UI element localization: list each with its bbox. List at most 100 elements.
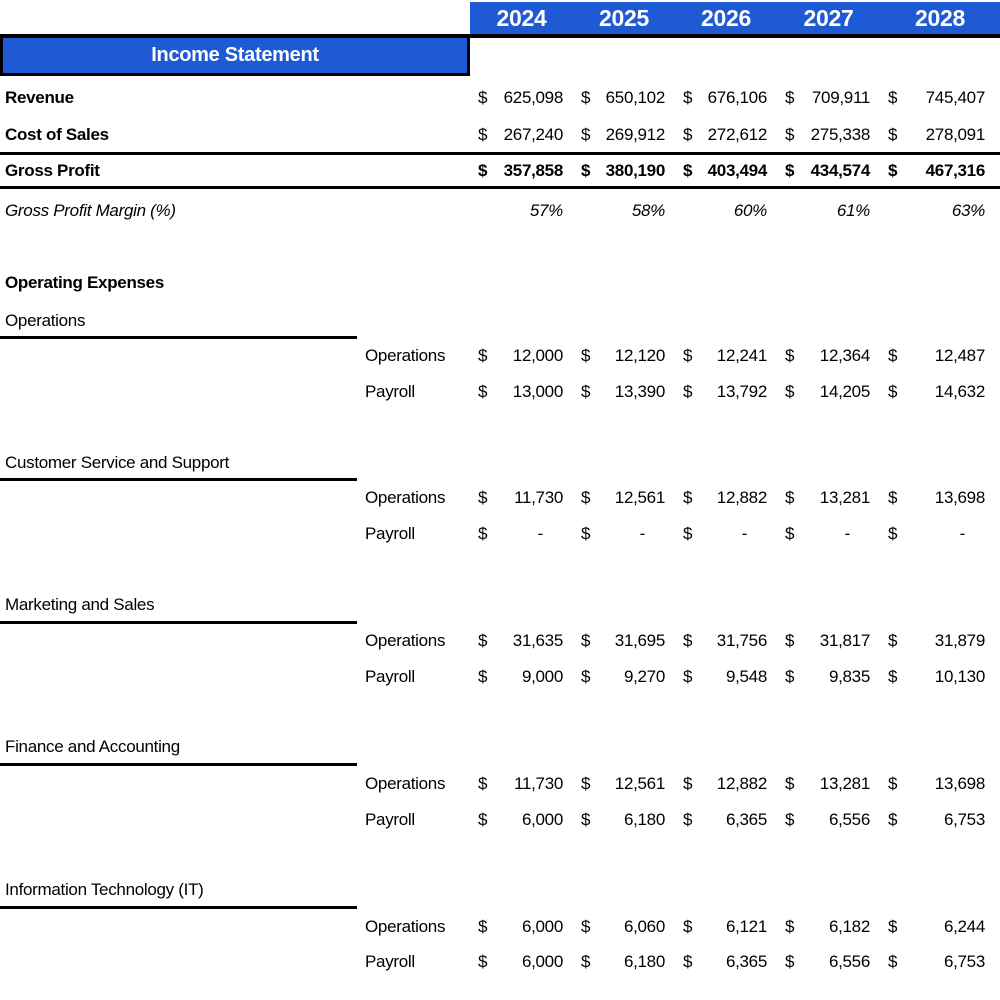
years-header-row: 2024 2025 2026 2027 2028 <box>470 2 1000 34</box>
cell-value: 275,338 <box>810 125 871 144</box>
cell-cos-2028: $278,091 <box>880 117 1000 153</box>
cell-value: 11,730 <box>514 774 563 793</box>
gross-profit-row: Gross Profit $357,858 $380,190 $403,494 … <box>0 153 1000 189</box>
cell-value: 6,244 <box>943 917 985 936</box>
row-label-cost-of-sales: Cost of Sales <box>5 125 109 144</box>
cell-value: 31,879 <box>934 631 986 650</box>
spacer-cell <box>360 117 470 153</box>
cell-value: 13,792 <box>716 382 768 401</box>
expense-row-marketing-operations: Operations $31,635 $31,695 $31,756 $31,8… <box>0 623 1000 659</box>
spacer-cell <box>0 623 360 659</box>
cell-2025: $31,695 <box>573 623 675 659</box>
cell-2028: $ - <box>880 516 1000 552</box>
currency-symbol: $ <box>478 161 488 180</box>
cell-value: 6,060 <box>623 917 665 936</box>
cell-gp-2028: $467,316 <box>880 153 1000 189</box>
cell-2028: $6,244 <box>880 909 1000 945</box>
cell-2025: $12,120 <box>573 338 675 374</box>
currency-symbol: $ <box>478 774 488 793</box>
cell-value: 745,407 <box>925 88 986 107</box>
cell-cos-2024: $267,240 <box>470 117 573 153</box>
spacer-cell <box>360 153 470 189</box>
spacer-cell <box>360 193 470 229</box>
cell-gp-2024: $357,858 <box>470 153 573 189</box>
cell-2027: $6,556 <box>777 944 880 980</box>
cell-value: 6,753 <box>943 810 985 829</box>
expense-label: Payroll <box>365 952 415 971</box>
section-underline <box>0 478 357 481</box>
cell-value: 9,548 <box>725 667 767 686</box>
currency-symbol: $ <box>888 125 898 144</box>
cell-revenue-2028: $745,407 <box>880 80 1000 116</box>
cell-2028: $14,632 <box>880 374 1000 410</box>
currency-symbol: $ <box>478 524 488 543</box>
cell-cos-2027: $275,338 <box>777 117 880 153</box>
cell-value: - <box>959 524 966 543</box>
year-header-2026: 2026 <box>701 4 751 31</box>
cell-gpm-2027: 61% <box>777 193 880 229</box>
cell-value: 676,106 <box>707 88 768 107</box>
expense-row-marketing-payroll: Payroll $9,000 $9,270 $9,548 $9,835 $10,… <box>0 659 1000 695</box>
section-underline <box>0 621 357 624</box>
cell-value: 31,817 <box>819 631 871 650</box>
cell-value: 9,835 <box>828 667 870 686</box>
cell-value: 9,270 <box>623 667 665 686</box>
cell-2027: $9,835 <box>777 659 880 695</box>
currency-symbol: $ <box>478 917 488 936</box>
cell-value: 13,000 <box>512 382 564 401</box>
section-title: Customer Service and Support <box>5 453 230 472</box>
cell-value: 6,180 <box>623 810 665 829</box>
currency-symbol: $ <box>683 488 693 507</box>
expense-row-it-operations: Operations $6,000 $6,060 $6,121 $6,182 $… <box>0 909 1000 945</box>
year-header-2027: 2027 <box>803 4 854 31</box>
expense-row-finance-payroll: Payroll $6,000 $6,180 $6,365 $6,556 $6,7… <box>0 802 1000 838</box>
cell-gp-2025: $380,190 <box>573 153 675 189</box>
currency-symbol: $ <box>888 488 898 507</box>
cell-2026: $31,756 <box>675 623 777 659</box>
cell-2026: $13,792 <box>675 374 777 410</box>
currency-symbol: $ <box>683 382 693 401</box>
cell-value: 650,102 <box>605 88 666 107</box>
currency-symbol: $ <box>683 631 693 650</box>
cell-gp-2026: $403,494 <box>675 153 777 189</box>
section-underline <box>0 763 357 766</box>
percent-value: 58% <box>631 201 665 220</box>
section-header-marketing-sales: Marketing and Sales <box>0 587 1000 623</box>
currency-symbol: $ <box>785 346 795 365</box>
cell-cos-2025: $269,912 <box>573 117 675 153</box>
page-title: Income Statement <box>151 44 319 66</box>
cell-2026: $12,882 <box>675 480 777 516</box>
row-label-gross-profit: Gross Profit <box>5 161 100 180</box>
currency-symbol: $ <box>888 667 898 686</box>
currency-symbol: $ <box>683 774 693 793</box>
expense-label: Payroll <box>365 667 415 686</box>
spacer-cell <box>0 802 360 838</box>
revenue-row: Revenue $625,098 $650,102 $676,106 $709,… <box>0 80 1000 116</box>
currency-symbol: $ <box>478 488 488 507</box>
cell-revenue-2025: $650,102 <box>573 80 675 116</box>
currency-symbol: $ <box>478 346 488 365</box>
cell-value: 6,365 <box>725 952 767 971</box>
currency-symbol: $ <box>581 631 591 650</box>
currency-symbol: $ <box>785 917 795 936</box>
expense-label: Payroll <box>365 382 415 401</box>
cell-2027: $6,556 <box>777 802 880 838</box>
cell-cos-2026: $272,612 <box>675 117 777 153</box>
cell-2026: $6,365 <box>675 944 777 980</box>
cell-2025: $6,060 <box>573 909 675 945</box>
row-label-revenue: Revenue <box>5 88 74 107</box>
currency-symbol: $ <box>478 88 488 107</box>
cell-2025: $12,561 <box>573 480 675 516</box>
expense-label: Operations <box>365 346 446 365</box>
cell-2027: $ - <box>777 516 880 552</box>
cell-value: 31,695 <box>614 631 666 650</box>
currency-symbol: $ <box>478 125 488 144</box>
cell-2027: $14,205 <box>777 374 880 410</box>
currency-symbol: $ <box>581 125 591 144</box>
percent-value: 61% <box>836 201 870 220</box>
cell-revenue-2026: $676,106 <box>675 80 777 116</box>
currency-symbol: $ <box>581 488 591 507</box>
cell-value: 31,756 <box>716 631 768 650</box>
expense-label: Payroll <box>365 810 415 829</box>
